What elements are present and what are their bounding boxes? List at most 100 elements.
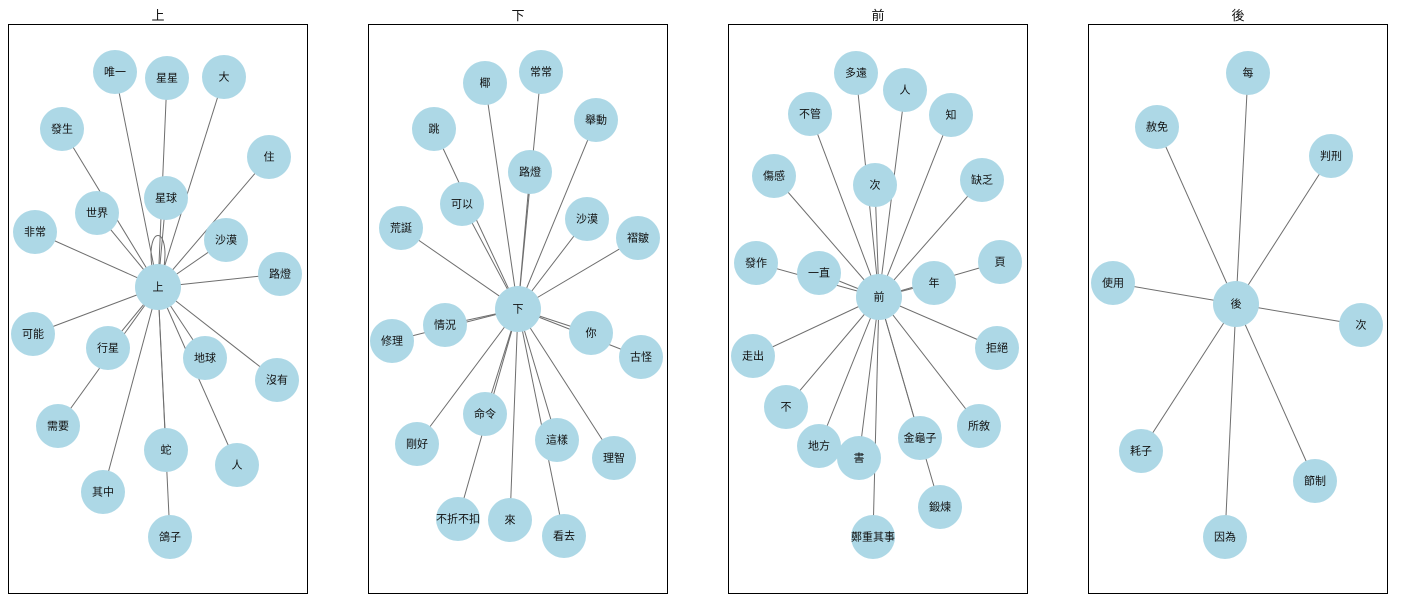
node-circle	[93, 50, 137, 94]
graph-node: 因為	[1203, 515, 1247, 559]
edge-2-9	[517, 237, 639, 310]
graph-node: 缺乏	[960, 158, 1004, 202]
node-circle	[81, 470, 125, 514]
node-circle	[423, 303, 467, 347]
node-circle	[144, 428, 188, 472]
edge-3-16	[878, 296, 980, 427]
node-circle	[569, 311, 613, 355]
graph-node: 路燈	[508, 150, 552, 194]
node-label: 情況	[434, 318, 456, 332]
edge-1-3	[157, 76, 225, 288]
node-label: 可能	[22, 327, 44, 341]
node-circle	[752, 154, 796, 198]
graph-node: 非常	[13, 210, 57, 254]
edge-3-17	[818, 296, 880, 447]
node-label: 來	[505, 514, 516, 527]
node-circle	[912, 261, 956, 305]
node-label: 地方	[808, 439, 830, 453]
node-label: 理智	[603, 451, 625, 465]
graph-node: 住	[247, 135, 291, 179]
graph-node: 不管	[788, 92, 832, 136]
graph-node: 不	[764, 385, 808, 429]
node-circle	[508, 150, 552, 194]
graph-node: 情況	[423, 303, 467, 347]
node-circle	[463, 61, 507, 105]
center-node-circle	[495, 286, 541, 332]
node-label: 不	[781, 401, 792, 414]
graph-node: 修理	[370, 319, 414, 363]
node-label: 剛好	[406, 437, 428, 451]
center-node-label: 前	[874, 290, 885, 304]
node-circle	[395, 422, 439, 466]
node-label: 走出	[742, 349, 764, 363]
node-circle	[1226, 51, 1270, 95]
graph-node: 金龜子	[898, 416, 942, 460]
node-circle	[36, 404, 80, 448]
graph-node: 赦免	[1135, 105, 1179, 149]
node-label: 赦免	[1146, 120, 1168, 134]
edge-1-18	[102, 286, 159, 493]
graph-node: 多遠	[834, 51, 878, 95]
graph-node: 一直	[797, 251, 841, 295]
graph-node: 鄭重其事	[851, 515, 895, 559]
graph-node: 星球	[144, 176, 188, 220]
node-circle	[929, 93, 973, 137]
center-node-label: 下	[513, 303, 524, 316]
graph-node: 次	[1339, 303, 1383, 347]
edge-4-6	[1140, 303, 1237, 452]
edge-3-4	[878, 114, 952, 298]
graph-node: 鍛煉	[918, 485, 962, 529]
node-label: 節制	[1304, 474, 1326, 488]
node-circle	[436, 497, 480, 541]
node-label: 傷感	[763, 169, 785, 183]
node-label: 其中	[92, 486, 114, 499]
node-circle	[837, 436, 881, 480]
node-circle	[851, 515, 895, 559]
node-circle	[202, 55, 246, 99]
node-circle	[1293, 459, 1337, 503]
node-circle	[565, 197, 609, 241]
node-circle	[834, 51, 878, 95]
self-loop-edge	[150, 235, 166, 268]
graph-center-node: 前	[856, 274, 902, 320]
node-label: 大	[219, 70, 230, 84]
graph-node: 判刑	[1309, 134, 1353, 178]
node-label: 住	[264, 150, 275, 164]
graph-node: 行星	[86, 326, 130, 370]
node-circle	[734, 241, 778, 285]
node-circle	[978, 240, 1022, 284]
graph-node: 拒絕	[975, 326, 1019, 370]
graph-node: 蛇	[144, 428, 188, 472]
graph-node: 世界	[75, 191, 119, 235]
node-label: 可以	[451, 198, 473, 211]
node-label: 常常	[530, 66, 552, 79]
node-circle	[535, 418, 579, 462]
edge-3-3	[809, 113, 880, 298]
edge-2-8	[400, 227, 519, 310]
edge-2-1	[484, 82, 519, 310]
node-label: 金龜子	[904, 431, 937, 445]
graph-node: 常常	[519, 50, 563, 94]
node-label: 世界	[86, 207, 108, 220]
node-circle	[215, 443, 259, 487]
node-label: 使用	[1102, 277, 1124, 290]
node-label: 發作	[745, 256, 767, 270]
node-circle	[463, 392, 507, 436]
graph-node: 舉動	[574, 98, 618, 142]
center-node-label: 上	[153, 281, 164, 294]
node-label: 鄭重其事	[851, 530, 895, 544]
node-circle	[1203, 515, 1247, 559]
graph-node: 知	[929, 93, 973, 137]
node-circle	[616, 216, 660, 260]
node-circle	[542, 514, 586, 558]
node-circle	[975, 326, 1019, 370]
graph-node: 鴿子	[148, 515, 192, 559]
edge-3-7	[878, 179, 983, 298]
node-circle	[788, 92, 832, 136]
edge-2-17	[517, 308, 615, 459]
node-circle	[519, 50, 563, 94]
